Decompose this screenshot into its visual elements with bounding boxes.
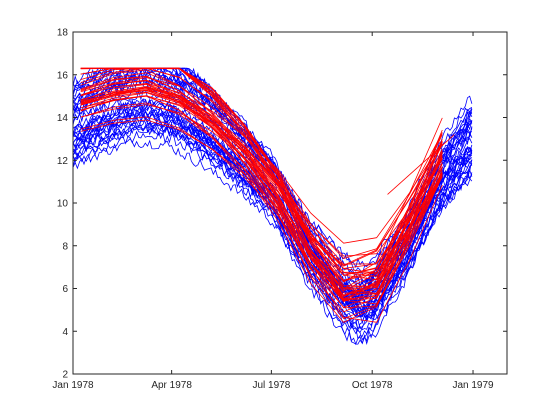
red-series-line	[80, 119, 443, 282]
y-axis: 2 4 6 8 10 12 14 16 18	[57, 28, 507, 381]
x-tick-label: Jan 1979	[452, 380, 494, 391]
blue-series-line	[72, 98, 473, 345]
y-tick-label: 8	[62, 241, 68, 252]
y-tick-label: 12	[57, 156, 69, 167]
y-tick-label: 18	[57, 28, 69, 39]
y-tick-label: 10	[57, 199, 69, 210]
x-tick-label: Apr 1978	[151, 380, 192, 391]
y-tick-label: 14	[57, 113, 69, 124]
red-series-line	[80, 95, 443, 323]
y-tick-label: 6	[62, 284, 68, 295]
y-tick-label: 16	[57, 70, 69, 81]
plot-lines	[72, 67, 473, 346]
x-axis: Jan 1978 Apr 1978 Jul 1978 Oct 1978 Jan 1979	[52, 32, 494, 391]
red-series-line	[80, 76, 443, 292]
red-series-line	[80, 67, 443, 297]
x-tick-label: Oct 1978	[352, 380, 393, 391]
red-series-line	[80, 92, 443, 301]
red-series-line	[80, 79, 443, 297]
y-tick-label: 2	[62, 370, 68, 381]
y-tick-label: 4	[62, 327, 68, 338]
red-series-line	[80, 87, 443, 281]
red-outlier-line	[387, 134, 455, 195]
red-series-line	[80, 86, 443, 265]
x-tick-label: Jan 1978	[52, 380, 94, 391]
x-tick-label: Jul 1978	[252, 380, 290, 391]
red-series-line	[80, 90, 443, 276]
red-series-line	[80, 83, 443, 267]
blue-series-line	[72, 138, 473, 317]
